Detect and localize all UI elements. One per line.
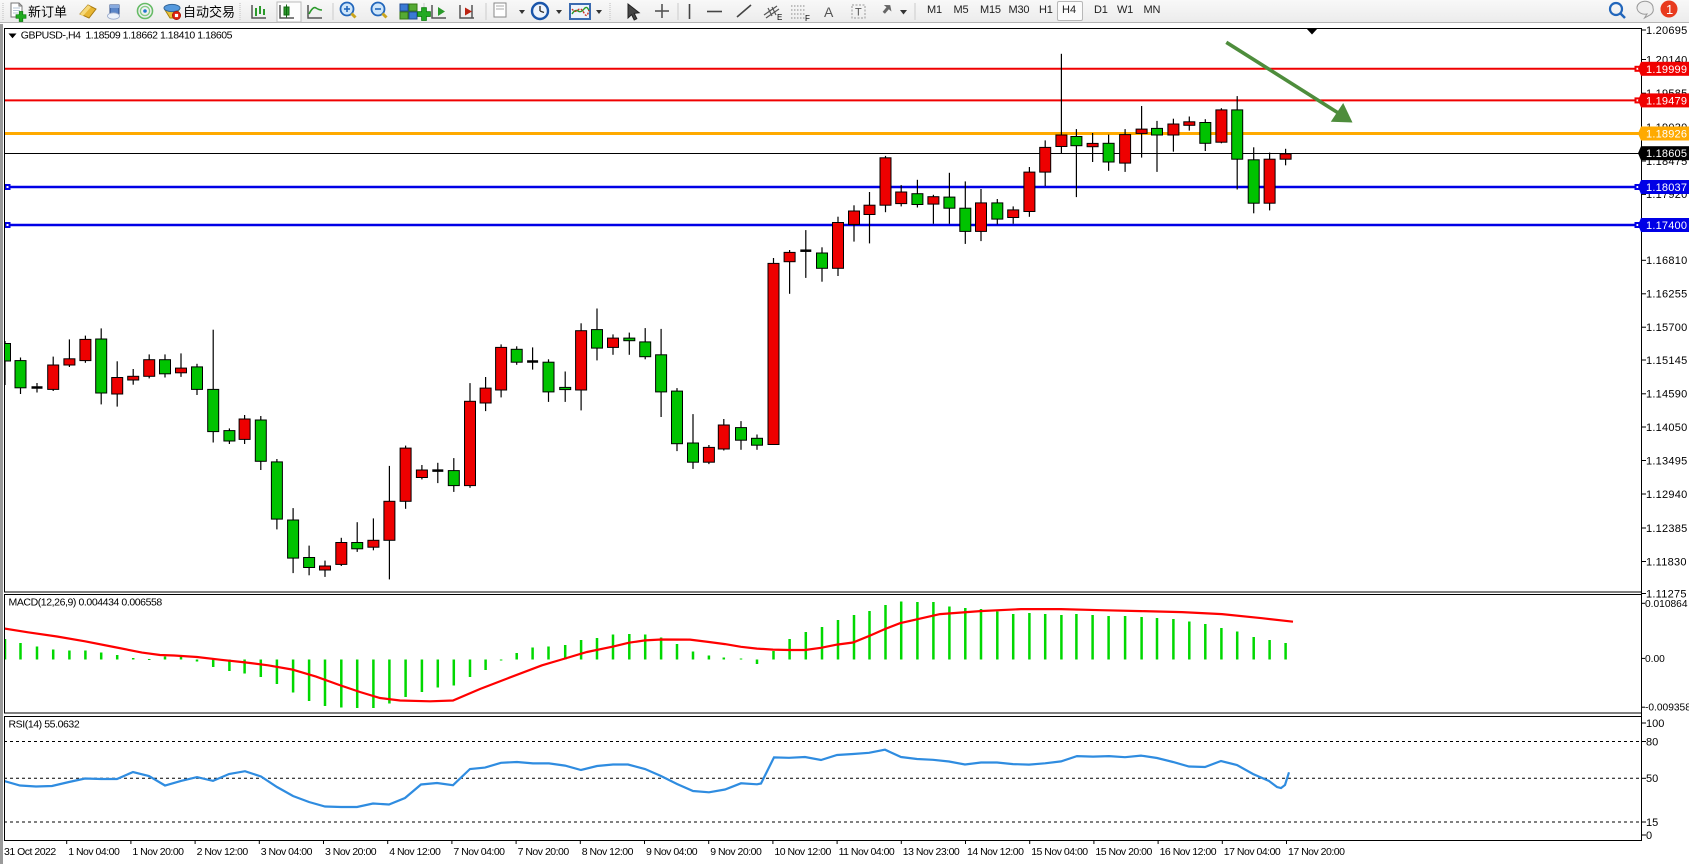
svg-text:F: F — [805, 14, 810, 23]
svg-text:1.15145: 1.15145 — [1646, 355, 1688, 367]
svg-text:T: T — [855, 7, 862, 19]
svg-text:9 Nov 20:00: 9 Nov 20:00 — [710, 846, 762, 858]
svg-text:RSI(14) 55.0632: RSI(14) 55.0632 — [9, 719, 80, 731]
svg-text:1.18037: 1.18037 — [1646, 182, 1687, 194]
svg-text:1.16810: 1.16810 — [1646, 255, 1688, 267]
svg-text:7 Nov 04:00: 7 Nov 04:00 — [453, 846, 505, 858]
svg-text:100: 100 — [1646, 718, 1664, 730]
svg-text:0.00: 0.00 — [1645, 654, 1665, 665]
svg-text:1.13495: 1.13495 — [1646, 455, 1688, 467]
svg-text:1.18605: 1.18605 — [1646, 148, 1687, 160]
svg-text:0.010864: 0.010864 — [1645, 599, 1688, 610]
svg-text:1.12385: 1.12385 — [1646, 523, 1688, 535]
svg-text:1.12940: 1.12940 — [1646, 489, 1688, 501]
svg-text:7 Nov 20:00: 7 Nov 20:00 — [518, 846, 570, 858]
svg-text:9 Nov 04:00: 9 Nov 04:00 — [646, 846, 698, 858]
svg-text:GBPUSD-,H4 1.18509 1.18662 1.: GBPUSD-,H4 1.18509 1.18662 1.18410 1.186… — [21, 30, 233, 42]
svg-text:3 Nov 04:00: 3 Nov 04:00 — [261, 846, 313, 858]
svg-text:10 Nov 12:00: 10 Nov 12:00 — [774, 846, 831, 858]
svg-text:-0.009358: -0.009358 — [1645, 703, 1689, 714]
svg-text:MACD(12,26,9) 0.004434 0.00655: MACD(12,26,9) 0.004434 0.006558 — [9, 597, 163, 609]
svg-text:1.16255: 1.16255 — [1646, 289, 1688, 301]
svg-text:14 Nov 12:00: 14 Nov 12:00 — [967, 846, 1024, 858]
svg-text:16 Nov 12:00: 16 Nov 12:00 — [1160, 846, 1217, 858]
svg-text:15: 15 — [1646, 817, 1658, 829]
svg-text:31 Oct 2022: 31 Oct 2022 — [4, 846, 56, 858]
svg-text:1: 1 — [1666, 2, 1673, 17]
svg-text:1.11830: 1.11830 — [1646, 556, 1687, 568]
svg-text:2 Nov 12:00: 2 Nov 12:00 — [197, 846, 249, 858]
svg-text:1.20695: 1.20695 — [1646, 25, 1688, 37]
svg-text:1.19479: 1.19479 — [1646, 95, 1687, 107]
svg-text:8 Nov 12:00: 8 Nov 12:00 — [582, 846, 634, 858]
svg-text:E: E — [777, 13, 782, 22]
svg-text:80: 80 — [1646, 736, 1658, 748]
svg-text:1.11275: 1.11275 — [1646, 588, 1687, 600]
svg-text:A: A — [824, 4, 834, 20]
svg-text:0: 0 — [1646, 830, 1652, 842]
svg-text:13 Nov 23:00: 13 Nov 23:00 — [903, 846, 960, 858]
svg-text:1.17400: 1.17400 — [1646, 220, 1687, 232]
svg-text:1.19999: 1.19999 — [1646, 64, 1687, 76]
svg-text:15 Nov 20:00: 15 Nov 20:00 — [1095, 846, 1152, 858]
svg-text:50: 50 — [1646, 773, 1658, 785]
svg-text:1.15700: 1.15700 — [1646, 322, 1688, 334]
svg-text:1.18926: 1.18926 — [1646, 129, 1687, 141]
svg-text:自动交易: 自动交易 — [183, 5, 235, 20]
svg-text:1.14590: 1.14590 — [1646, 389, 1688, 401]
svg-text:15 Nov 04:00: 15 Nov 04:00 — [1031, 846, 1088, 858]
svg-text:17 Nov 04:00: 17 Nov 04:00 — [1224, 846, 1281, 858]
svg-text:3 Nov 20:00: 3 Nov 20:00 — [325, 846, 377, 858]
svg-text:新订单: 新订单 — [28, 5, 67, 20]
svg-text:11 Nov 04:00: 11 Nov 04:00 — [839, 846, 895, 858]
svg-text:4 Nov 12:00: 4 Nov 12:00 — [389, 846, 441, 858]
svg-text:1.14050: 1.14050 — [1646, 422, 1688, 434]
svg-text:1 Nov 04:00: 1 Nov 04:00 — [68, 846, 120, 858]
svg-text:17 Nov 20:00: 17 Nov 20:00 — [1288, 846, 1345, 858]
svg-text:1 Nov 20:00: 1 Nov 20:00 — [132, 846, 184, 858]
